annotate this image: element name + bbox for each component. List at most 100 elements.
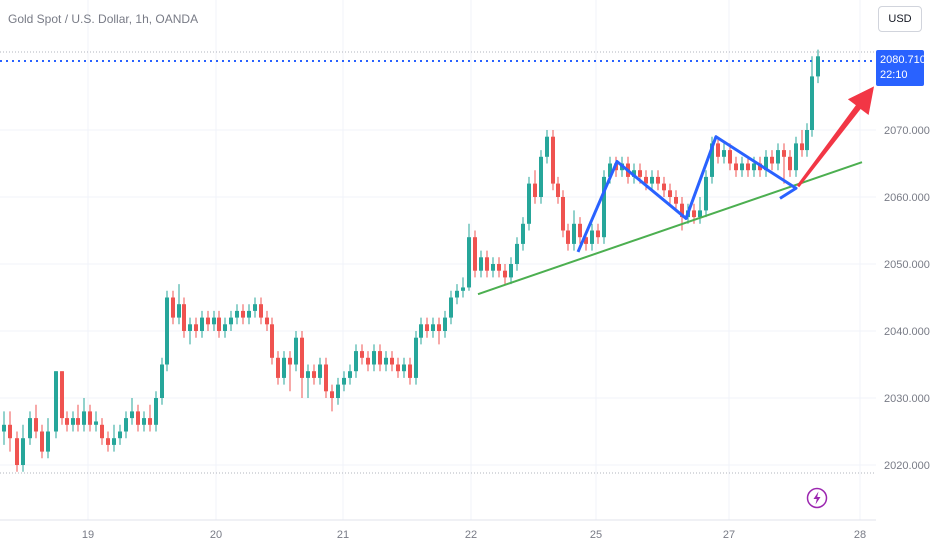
candle-up	[142, 418, 146, 425]
candle-up	[94, 421, 98, 425]
price-axis[interactable]: 2020.000 2030.000 2040.000 2050.000 2060.000…	[884, 125, 930, 472]
y-tick-label: 2050.000	[884, 259, 930, 271]
candle-up	[539, 156, 543, 197]
candle-up	[46, 431, 50, 452]
candle-down	[497, 264, 501, 271]
candle-down	[136, 411, 140, 425]
candle-up	[602, 176, 606, 238]
candle-down	[638, 170, 642, 177]
candle-up	[521, 223, 525, 244]
support-trendline[interactable]	[477, 161, 863, 296]
candle-down	[206, 317, 210, 325]
candle-down	[644, 176, 648, 184]
candle-up	[247, 310, 251, 318]
candle-up	[431, 324, 435, 331]
candle-down	[566, 230, 570, 244]
candle-up	[336, 384, 340, 398]
candle-down	[503, 270, 507, 278]
candle-down	[390, 357, 394, 365]
candle-up	[372, 351, 376, 365]
candle-down	[148, 418, 152, 425]
candle-down	[437, 324, 441, 331]
candle-down	[378, 351, 382, 365]
bar-countdown: 22:10	[880, 69, 908, 81]
candle-down	[194, 324, 198, 331]
candle-up	[342, 377, 346, 385]
candle-down	[770, 156, 774, 164]
candle-down	[15, 438, 19, 465]
candle-down	[788, 156, 792, 171]
candle-up	[348, 371, 352, 378]
candle-down	[276, 357, 280, 378]
candle-up	[632, 170, 636, 177]
candle-up	[816, 56, 820, 77]
candle-down	[300, 337, 304, 378]
x-tick-label: 28	[854, 529, 866, 541]
y-tick-label: 2070.000	[884, 125, 930, 137]
candle-up	[354, 351, 358, 372]
candle-down	[533, 183, 537, 197]
candles	[2, 49, 820, 472]
candle-down	[800, 143, 804, 151]
candle-up	[776, 150, 780, 164]
candle-up	[160, 364, 164, 398]
candle-up	[212, 317, 216, 325]
candle-down	[76, 418, 80, 425]
candle-up	[752, 163, 756, 171]
candle-up	[124, 418, 128, 432]
candle-up	[130, 411, 134, 419]
candle-up	[118, 431, 122, 439]
candle-down	[674, 197, 678, 204]
candle-down	[662, 183, 666, 191]
last-price-value: 2080.710	[880, 54, 926, 66]
candle-up	[698, 210, 702, 218]
lightning-bolt-icon[interactable]	[806, 487, 828, 509]
zigzag-pattern[interactable]	[576, 135, 798, 253]
candle-up	[740, 163, 744, 171]
candle-up	[21, 438, 25, 465]
candle-up	[590, 230, 594, 244]
candle-up	[2, 424, 6, 432]
candle-down	[88, 411, 92, 425]
last-price-tag: 2080.710 22:10	[876, 50, 926, 86]
candle-down	[312, 371, 316, 378]
candle-up	[710, 143, 714, 177]
time-axis[interactable]: 19 20 21 22 25 27 28	[82, 529, 866, 541]
candle-up	[318, 364, 322, 378]
candle-up	[82, 411, 86, 425]
candle-up	[805, 130, 809, 151]
x-tick-label: 19	[82, 529, 94, 541]
drawings	[477, 86, 874, 296]
candle-up	[527, 183, 531, 224]
symbol-title: Gold Spot / U.S. Dollar, 1h, OANDA	[8, 12, 199, 26]
candle-up	[294, 337, 298, 365]
candle-down	[8, 424, 12, 439]
candle-down	[360, 351, 364, 358]
candle-down	[270, 324, 274, 358]
candle-down	[288, 357, 292, 365]
candle-down	[366, 357, 370, 365]
candle-up	[722, 150, 726, 157]
candle-up	[384, 357, 388, 365]
candle-down	[396, 364, 400, 372]
y-tick-label: 2020.000	[884, 460, 930, 472]
candle-up	[572, 223, 576, 244]
x-tick-label: 21	[337, 529, 349, 541]
candle-up	[54, 371, 58, 432]
bullish-arrow[interactable]	[796, 86, 874, 188]
candle-up	[414, 337, 418, 378]
candle-down	[100, 424, 104, 439]
currency-button[interactable]: USD	[878, 6, 922, 32]
candle-up	[28, 418, 32, 439]
y-tick-label: 2040.000	[884, 326, 930, 338]
candle-down	[692, 210, 696, 218]
candle-down	[330, 391, 334, 398]
candle-up	[650, 176, 654, 184]
candle-down	[561, 197, 565, 231]
candle-up	[282, 357, 286, 378]
candle-down	[217, 317, 221, 331]
candle-up	[461, 287, 465, 291]
candle-down	[473, 237, 477, 271]
candle-down	[668, 190, 672, 197]
